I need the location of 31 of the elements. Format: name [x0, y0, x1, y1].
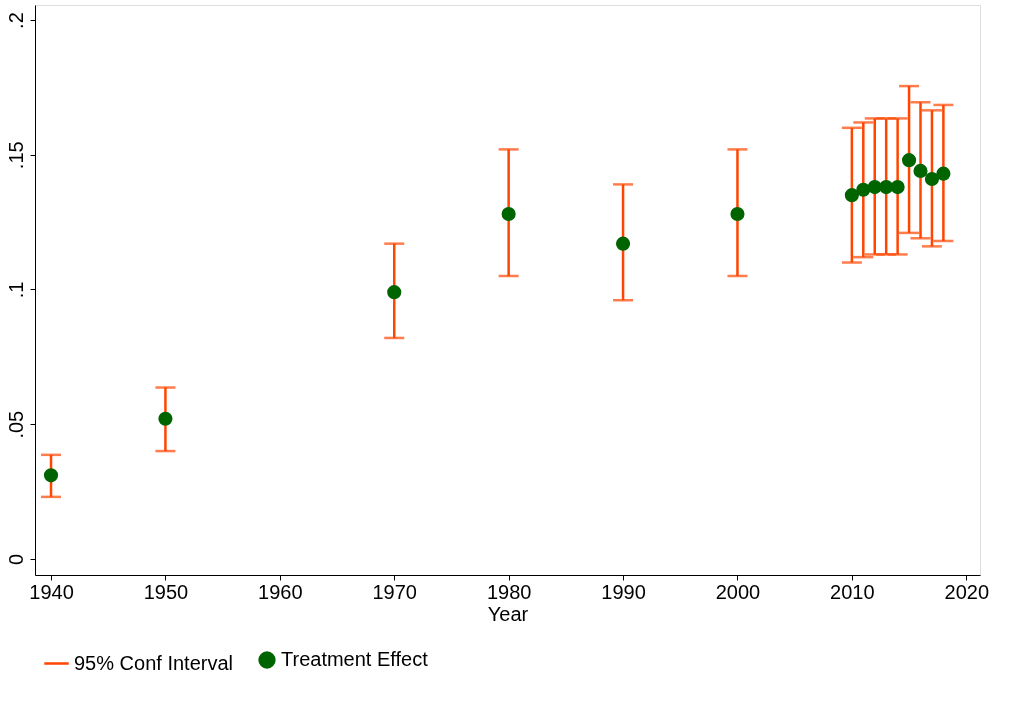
- x-tick-label: 1960: [258, 580, 303, 603]
- x-tick-label: 1990: [601, 580, 646, 603]
- point: [615, 236, 631, 251]
- point: [501, 206, 516, 222]
- y-tick-label: .2: [4, 12, 27, 29]
- y-tick-label: .15: [4, 141, 27, 170]
- x-tick-label: 2010: [830, 580, 875, 603]
- legend-label: Treatment Effect: [281, 648, 429, 670]
- point: [43, 468, 59, 483]
- point: [856, 182, 871, 197]
- point: [844, 188, 859, 203]
- x-tick-label: 2000: [715, 580, 761, 603]
- x-tick-label: 1940: [29, 580, 74, 603]
- y-tick-label: 0: [4, 553, 27, 565]
- x-tick-label: 1970: [372, 580, 417, 603]
- y-tick-label: .05: [4, 410, 27, 439]
- x-tick-label: 1980: [486, 580, 532, 603]
- x-axis-title: Year: [487, 602, 529, 625]
- point: [387, 285, 402, 300]
- point: [890, 180, 905, 195]
- point: [158, 411, 173, 426]
- point: [730, 206, 745, 222]
- text: 95% Conf Interval: [74, 651, 233, 674]
- point: [913, 163, 928, 178]
- y-tick-label: .1: [4, 281, 27, 299]
- x-tick-label: 1950: [143, 580, 189, 603]
- point: [902, 153, 917, 168]
- point: [936, 166, 951, 181]
- x-tick-label: 2020: [944, 580, 990, 603]
- point: [879, 180, 894, 195]
- point: [924, 171, 940, 187]
